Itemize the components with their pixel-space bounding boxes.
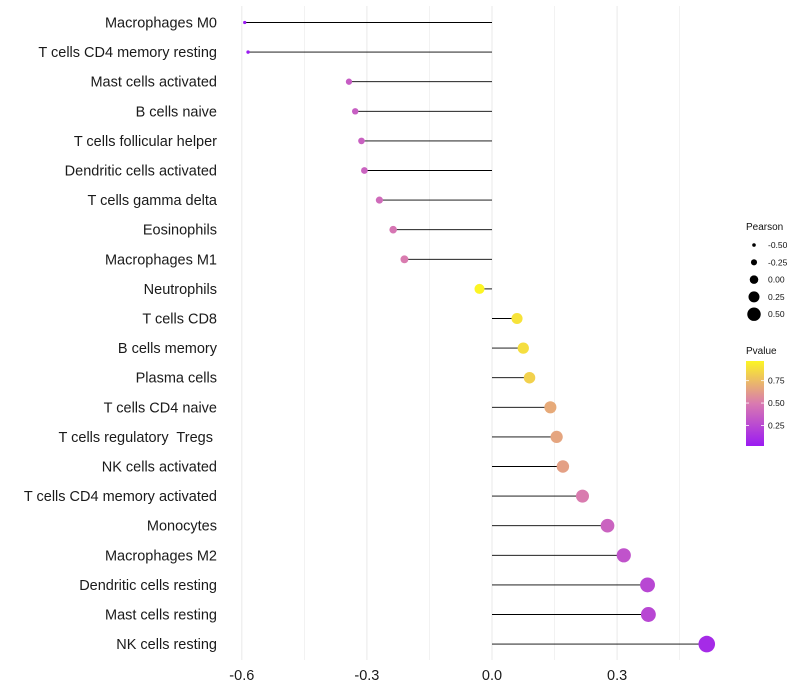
lollipop-dot [358, 137, 365, 145]
size-legend-title: Pearson [746, 222, 783, 233]
category-label: T cells regulatory Tregs [59, 430, 218, 446]
category-label: Mast cells resting [105, 608, 217, 624]
size-legend-label: 0.50 [768, 309, 785, 319]
lollipop-dot [517, 342, 529, 354]
category-label: Dendritic cells resting [79, 578, 217, 594]
category-label: B cells memory [118, 341, 218, 357]
color-legend-label: 0.50 [768, 398, 785, 408]
color-legend: Pvalue 0.75 0.50 0.25 [746, 346, 785, 446]
category-label: Neutrophils [144, 282, 217, 298]
color-legend-title: Pvalue [746, 346, 777, 357]
lollipop-dot [361, 167, 368, 174]
size-legend-label: -0.50 [768, 240, 788, 250]
lollipop-dot [600, 518, 615, 533]
color-legend-label: 0.25 [768, 420, 785, 430]
size-legend-key [747, 307, 761, 321]
lollipop-stems [244, 22, 707, 645]
category-label: T cells CD4 naive [104, 400, 217, 416]
category-label: Plasma cells [136, 371, 217, 387]
lollipop-dot [375, 196, 383, 204]
category-label: NK cells activated [102, 460, 217, 476]
lollipop-dot [575, 489, 589, 503]
lollipop-dot [389, 225, 397, 234]
category-label: T cells CD8 [142, 312, 217, 328]
x-tick-label: -0.3 [354, 668, 379, 684]
x-tick-label: 0.0 [482, 668, 502, 684]
size-legend-label: 0.00 [768, 275, 785, 285]
category-label: Mast cells activated [90, 75, 217, 91]
lollipop-dot [474, 283, 485, 294]
category-label: Eosinophils [143, 223, 217, 239]
color-legend-bar [746, 361, 764, 446]
size-legend: Pearson -0.50 -0.25 0.00 0.25 0.50 [746, 222, 788, 321]
lollipop-dot [698, 635, 716, 653]
category-label: Macrophages M0 [105, 16, 217, 32]
category-label: Monocytes [147, 519, 217, 535]
lollipop-dot [246, 50, 250, 54]
category-label: T cells follicular helper [74, 134, 217, 150]
lollipop-dot [640, 577, 655, 593]
lollipop-dot [400, 255, 409, 264]
category-label: T cells CD4 memory resting [38, 45, 217, 61]
category-label: Dendritic cells activated [65, 164, 217, 180]
category-label: Macrophages M1 [105, 252, 217, 268]
lollipop-dot [351, 108, 359, 115]
lollipop-dot [243, 20, 247, 25]
size-legend-key [750, 259, 758, 266]
lollipop-dots [243, 20, 716, 653]
size-legend-key [749, 275, 759, 284]
x-tick-label: 0.3 [607, 668, 627, 684]
category-label: T cells gamma delta [88, 193, 218, 209]
lollipop-dot [616, 548, 631, 563]
lollipop-dot [544, 401, 557, 414]
category-labels: Macrophages M0 T cells CD4 memory resting… [24, 16, 218, 654]
size-legend-key [748, 291, 760, 303]
x-tick-label: -0.6 [229, 668, 254, 684]
x-axis-ticks: -0.6 -0.3 0.0 0.3 [229, 668, 627, 684]
category-label: NK cells resting [116, 637, 217, 653]
lollipop-dot [556, 460, 570, 473]
lollipop-dot [550, 430, 563, 444]
lollipop-dot [511, 312, 523, 325]
size-legend-label: 0.25 [768, 292, 785, 302]
lollipop-dot [523, 371, 536, 384]
grid-lines [241, 6, 681, 660]
color-legend-label: 0.75 [768, 376, 785, 386]
category-label: B cells naive [136, 104, 217, 120]
category-label: T cells CD4 memory activated [24, 489, 217, 505]
lollipop-dot [640, 607, 656, 622]
category-label: Macrophages M2 [105, 548, 217, 564]
size-legend-key [752, 243, 756, 247]
lollipop-dot [345, 78, 353, 85]
size-legend-label: -0.25 [768, 257, 788, 267]
